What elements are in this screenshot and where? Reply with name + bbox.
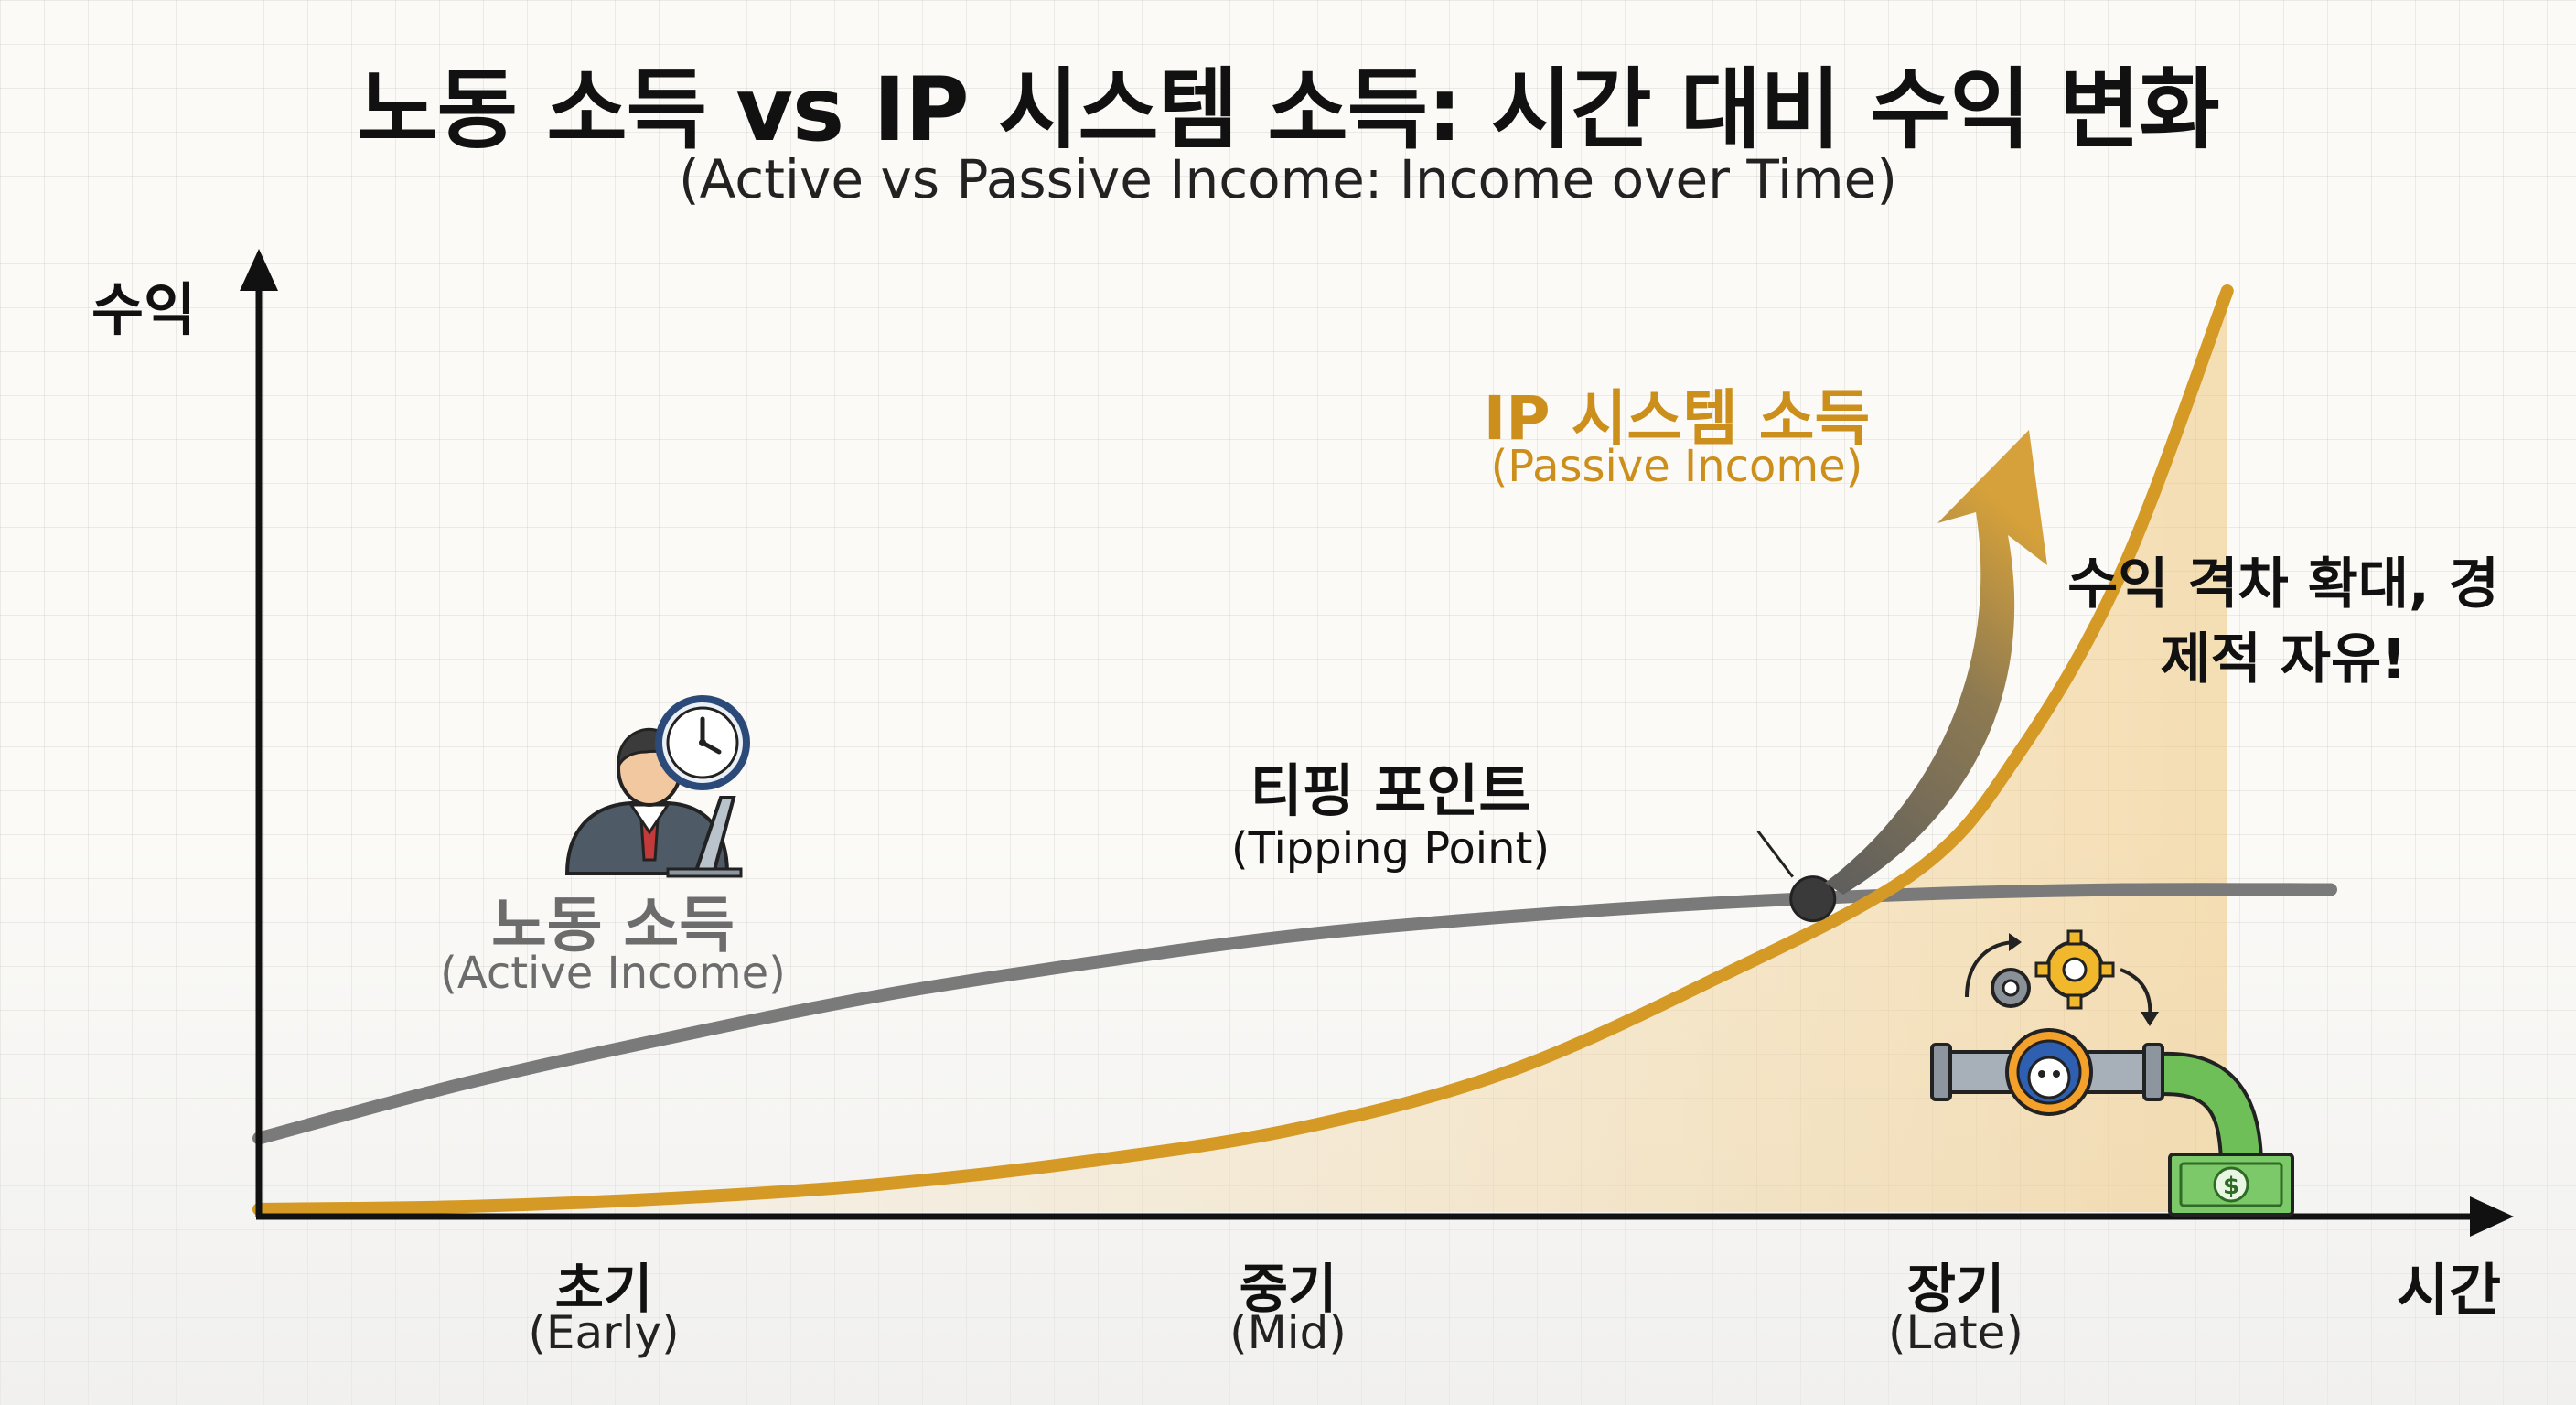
- y-axis-label: 수익: [91, 276, 197, 343]
- tipping-point-label: 티핑 포인트: [1250, 757, 1531, 824]
- x-tick-sublabel: (Late): [1888, 1306, 2023, 1359]
- chart-subtitle: (Active vs Passive Income: Income over T…: [679, 148, 1897, 210]
- active-income-label: 노동 소득: [491, 890, 735, 960]
- passive-income-sublabel: (Passive Income): [1490, 441, 1863, 492]
- x-tick-sublabel: (Mid): [1229, 1306, 1347, 1359]
- passive-income-label: IP 시스템 소득: [1483, 383, 1871, 454]
- passive-income-area: [259, 291, 2227, 1212]
- svg-text:$: $: [2223, 1173, 2239, 1200]
- active-income-sublabel: (Active Income): [440, 948, 786, 999]
- money-pipeline-icon: [1930, 1028, 2264, 1164]
- tipping-point-marker: [1789, 875, 1837, 923]
- plot-area: [252, 284, 2337, 1216]
- x-tick-label: 장기: [1906, 1258, 2005, 1320]
- x-axis-label: 시간: [2397, 1257, 2502, 1324]
- axes: [240, 249, 2514, 1237]
- clock-icon: [655, 695, 750, 790]
- x-axis-arrowhead: [2470, 1196, 2514, 1237]
- x-tick-label: 초기: [554, 1258, 653, 1320]
- chart-title: 노동 소득 vs IP 시스템 소득: 시간 대비 수익 변화: [357, 59, 2219, 161]
- dollar-bill-icon: $: [2168, 1153, 2294, 1217]
- gap-annotation: 수익 격차 확대, 경제적 자유!: [2067, 552, 2499, 692]
- x-tick-sublabel: (Early): [528, 1306, 680, 1359]
- y-axis-arrowhead: [240, 249, 278, 291]
- passive-income-line: [252, 284, 2234, 1216]
- x-tick-label: 중기: [1239, 1258, 1337, 1320]
- gears-icon: [1965, 929, 2159, 1026]
- gap-arrow: [1825, 430, 2047, 895]
- tipping-point-leader: [1756, 830, 1794, 878]
- tipping-point-sublabel: (Tipping Point): [1230, 823, 1551, 874]
- active-income-line: [252, 883, 2337, 1145]
